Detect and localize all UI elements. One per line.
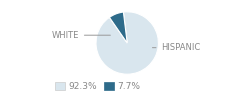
Legend: 92.3%, 7.7%: 92.3%, 7.7% xyxy=(51,78,144,95)
Wedge shape xyxy=(96,12,158,74)
Text: HISPANIC: HISPANIC xyxy=(152,43,201,52)
Text: WHITE: WHITE xyxy=(51,31,110,40)
Wedge shape xyxy=(109,12,127,43)
